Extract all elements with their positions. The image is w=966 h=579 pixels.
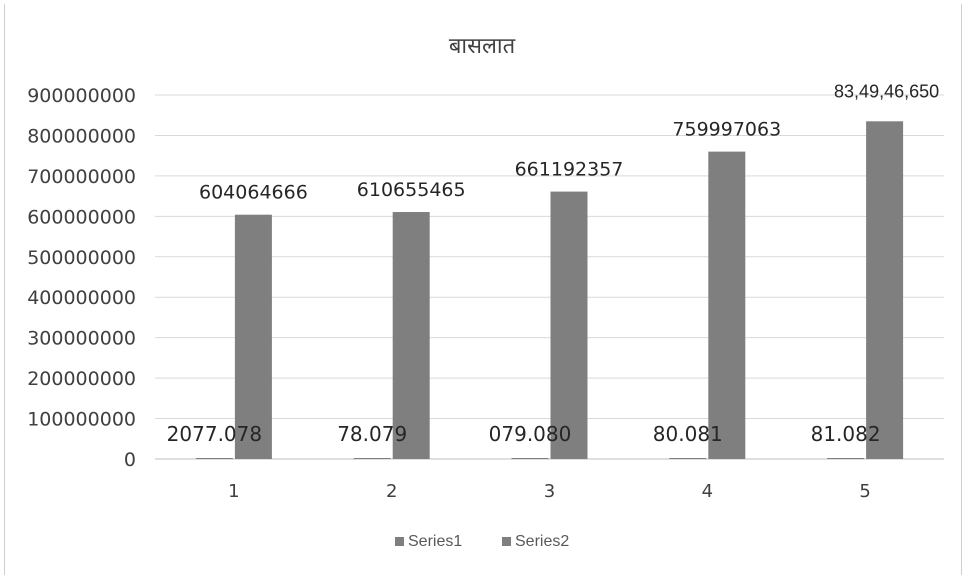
data-label-series1: 079.080 xyxy=(489,422,572,446)
data-label-series2: 610655465 xyxy=(357,179,466,201)
bar-series2 xyxy=(392,212,430,459)
y-tick-label: 500000000 xyxy=(27,247,136,269)
x-tick-label: 4 xyxy=(702,481,713,502)
bar-series2 xyxy=(550,191,588,460)
chart-frame xyxy=(4,4,962,575)
legend-swatch-series2 xyxy=(502,537,511,546)
y-tick-label: 300000000 xyxy=(27,328,136,350)
x-axis-ticks: 1 2 3 4 5 xyxy=(228,481,871,502)
data-label-series2: 83,49,46,650 xyxy=(834,81,939,101)
y-tick-label: 600000000 xyxy=(27,206,136,228)
y-tick-label: 700000000 xyxy=(27,166,136,188)
bar-series1 xyxy=(669,458,707,459)
bar-series1 xyxy=(195,458,233,459)
y-tick-label: 900000000 xyxy=(27,85,136,107)
data-label-series2: 759997063 xyxy=(672,119,781,141)
y-tick-label: 100000000 xyxy=(27,409,136,431)
data-label-series1: 80.081 xyxy=(653,422,723,446)
x-tick-label: 5 xyxy=(859,481,870,502)
grid-lines xyxy=(155,94,944,460)
data-label-series1: 2077.078 xyxy=(167,422,262,446)
bar-series2 xyxy=(708,151,746,459)
x-tick-label: 3 xyxy=(544,481,555,502)
legend-label-series1: Series1 xyxy=(408,533,462,550)
bar-series1 xyxy=(353,458,391,459)
data-labels: 2077.078 604064666 78.079 610655465 079.080 6… xyxy=(167,81,939,446)
legend-label-series2: Series2 xyxy=(515,533,569,550)
bars xyxy=(195,121,904,460)
y-tick-label: 400000000 xyxy=(27,287,136,309)
legend-swatch-series1 xyxy=(395,537,404,546)
x-tick-label: 1 xyxy=(228,481,239,502)
bar-series2 xyxy=(234,214,272,459)
y-axis-ticks: 0 100000000 200000000 300000000 400000000 500… xyxy=(27,85,136,471)
data-label-series1: 78.079 xyxy=(337,422,407,446)
bar-series1 xyxy=(511,458,549,459)
chart-title: बासलात xyxy=(449,34,516,59)
legend: Series1 Series2 xyxy=(395,533,569,550)
data-label-series2: 604064666 xyxy=(199,182,308,204)
y-tick-label: 800000000 xyxy=(27,125,136,147)
data-label-series1: 81.082 xyxy=(811,422,881,446)
x-tick-label: 2 xyxy=(386,481,397,502)
y-tick-label: 200000000 xyxy=(27,368,136,390)
bar-series2 xyxy=(866,121,904,460)
data-label-series2: 661192357 xyxy=(515,159,624,181)
bar-series1 xyxy=(827,458,865,459)
y-tick-label: 0 xyxy=(124,449,136,471)
